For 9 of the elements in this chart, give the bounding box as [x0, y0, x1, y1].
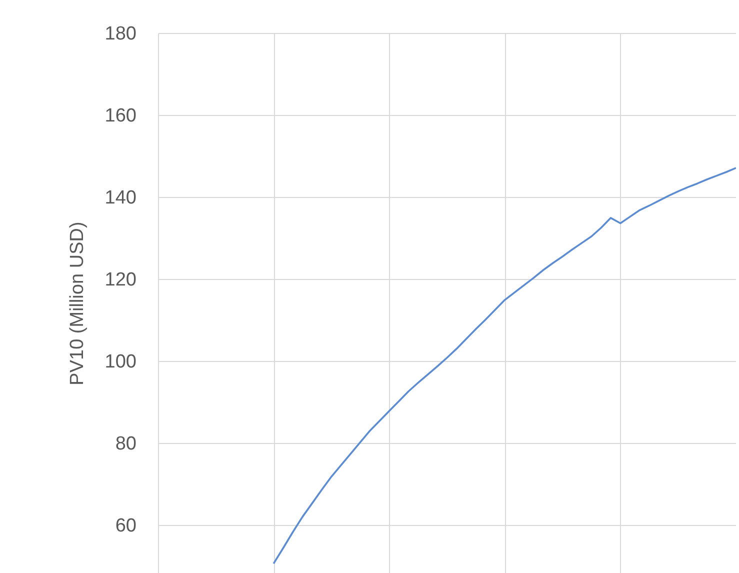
y-tick-label: 120 — [104, 270, 136, 291]
y-tick-label: 100 — [104, 352, 136, 373]
y-tick-label: 60 — [115, 516, 136, 537]
y-axis-title: PV10 (Million USD) — [66, 222, 88, 386]
y-tick-label: 160 — [104, 106, 136, 127]
y-tick-label: 140 — [104, 188, 136, 209]
line-series — [272, 166, 736, 564]
y-tick-label: 180 — [104, 24, 136, 44]
y-tick-label: 80 — [115, 434, 136, 455]
